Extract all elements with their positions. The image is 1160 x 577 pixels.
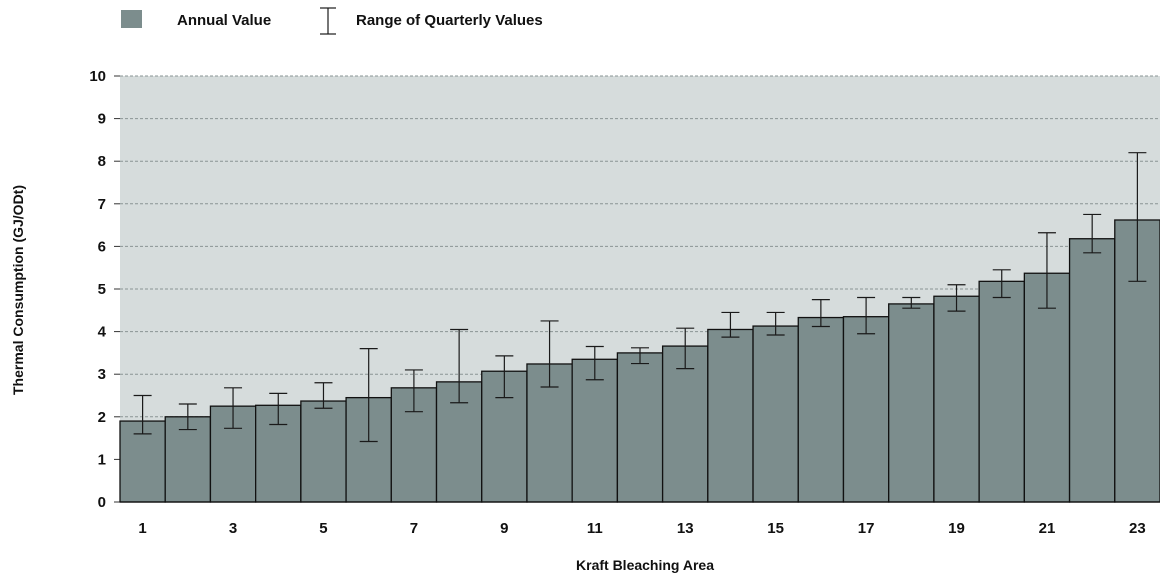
bar <box>888 303 935 503</box>
y-tick-label: 3 <box>98 366 106 383</box>
y-tick-label: 8 <box>98 153 106 170</box>
y-tick-label: 2 <box>98 409 106 426</box>
bar <box>119 420 166 503</box>
error-bar <box>676 327 695 370</box>
x-tick-label: 13 <box>677 520 694 537</box>
y-tick-label: 10 <box>89 68 106 85</box>
legend-error-bar-icon <box>320 7 336 35</box>
error-bar <box>359 348 378 443</box>
error-bar <box>404 369 423 413</box>
error-bar <box>495 355 514 399</box>
y-tick-label: 1 <box>98 451 106 468</box>
error-bar <box>947 284 966 312</box>
x-tick-label: 9 <box>500 520 508 537</box>
legend: Annual Value Range of Quarterly Values <box>121 7 543 35</box>
legend-label-quarterly-range: Range of Quarterly Values <box>356 12 543 29</box>
bar <box>1068 238 1116 503</box>
bar <box>707 328 754 503</box>
bar <box>1023 272 1071 503</box>
x-tick-label: 23 <box>1129 520 1146 537</box>
error-bar <box>766 311 785 336</box>
error-bar <box>450 328 469 404</box>
bar <box>300 400 347 503</box>
x-tick-label: 7 <box>410 520 418 537</box>
error-bar <box>178 403 197 431</box>
y-tick-label: 4 <box>98 324 107 341</box>
bar <box>661 345 709 503</box>
x-tick-label: 5 <box>319 520 327 537</box>
x-axis-title: Kraft Bleaching Area <box>576 557 714 573</box>
error-bar <box>1128 152 1147 282</box>
error-bar <box>1083 213 1102 254</box>
x-tick-label: 21 <box>1039 520 1056 537</box>
x-tick-label: 1 <box>138 520 146 537</box>
x-tick-label: 15 <box>767 520 784 537</box>
x-tick-label: 19 <box>948 520 965 537</box>
bar <box>933 295 980 503</box>
error-bar <box>314 382 333 409</box>
x-tick-label: 11 <box>587 520 603 537</box>
error-bar <box>1037 232 1056 309</box>
y-tick-label: 5 <box>98 281 106 298</box>
bar <box>797 316 845 503</box>
x-tick-label: 3 <box>229 520 237 537</box>
error-bar <box>902 296 921 309</box>
error-bar <box>540 320 559 388</box>
error-bar <box>269 392 288 426</box>
legend-label-annual-value: Annual Value <box>177 12 271 29</box>
error-bar <box>811 299 830 328</box>
error-bar <box>992 269 1011 299</box>
y-tick-label: 9 <box>98 111 106 128</box>
y-tick-label: 6 <box>98 238 106 255</box>
error-bar <box>721 311 740 338</box>
error-bar <box>133 394 152 435</box>
error-bar <box>631 347 649 365</box>
x-axis: 1 3 5 7 9 11 13 15 17 19 21 23 <box>120 501 1160 537</box>
x-tick-label: 17 <box>858 520 875 537</box>
legend-swatch-annual-value <box>121 10 142 28</box>
error-bar <box>585 345 604 381</box>
bar <box>571 358 619 503</box>
error-bar <box>224 387 243 429</box>
bar <box>752 325 799 503</box>
error-bars <box>133 152 1147 443</box>
bar <box>164 416 212 503</box>
y-axis-title: Thermal Consumption (GJ/ODt) <box>10 185 26 395</box>
y-axis: 0 1 2 3 4 5 6 7 8 9 10 <box>89 68 120 511</box>
error-bar <box>857 296 876 335</box>
bar <box>978 280 1025 503</box>
bar <box>842 316 890 503</box>
bar <box>616 352 664 503</box>
y-tick-label: 0 <box>98 494 106 511</box>
y-tick-label: 7 <box>98 196 106 213</box>
